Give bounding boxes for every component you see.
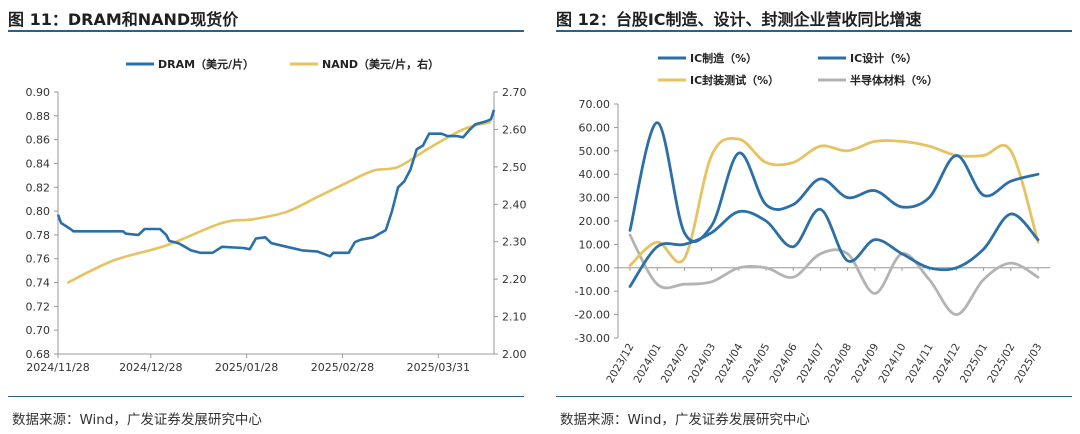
- legend-label-nand: NAND（美元/片，右）: [322, 57, 439, 71]
- x-tick-label: 2024/11/28: [26, 361, 89, 374]
- right-y-tick-label: 2.70: [502, 86, 527, 99]
- right-y-tick-label: 2.50: [502, 161, 527, 174]
- y-tick-label: 50.00: [579, 145, 611, 158]
- x-tick-label: 2025/03/31: [407, 361, 470, 374]
- y-tick-label: 60.00: [579, 121, 611, 134]
- legend-label-semiconductor-materials: 半导体材料（%）: [850, 73, 938, 87]
- left-y-tick-label: 0.90: [26, 86, 51, 99]
- ic-revenue-chart: -30.00 -20.00 -10.00 0.00 10.00 20.00 30.00 40.…: [575, 51, 1050, 386]
- x-tick-label: 2025/03: [1012, 342, 1044, 386]
- title-divider: [556, 30, 1072, 32]
- legend-label-dram: DRAM（美元/片）: [158, 57, 254, 71]
- footer-divider: [556, 396, 1072, 397]
- y-tick-label: -30.00: [575, 332, 610, 345]
- right-y-tick-label: 2.00: [502, 348, 527, 361]
- left-y-tick-label: 0.70: [26, 324, 51, 337]
- y-tick-label: 10.00: [579, 238, 611, 251]
- semiconductor-materials-series-line: [628, 233, 1040, 316]
- right-y-tick-label: 2.20: [502, 273, 527, 286]
- x-tick-label: 2025/02/28: [311, 361, 374, 374]
- y-tick-label: 0.00: [586, 262, 611, 275]
- dram-nand-chart: 0.68 0.70 0.72 0.74 0.76 0.78 0.80 0.82 0.84 0.86…: [26, 57, 527, 374]
- figure-title: 图 11：DRAM和NAND现货价: [8, 10, 239, 29]
- right-y-tick-label: 2.30: [502, 236, 527, 249]
- left-y-tick-label: 0.78: [26, 229, 51, 242]
- dram-series-line: [56, 109, 496, 258]
- left-y-tick-label: 0.68: [26, 348, 51, 361]
- y-tick-label: 30.00: [579, 192, 611, 205]
- right-y-tick-label: 2.10: [502, 311, 527, 324]
- right-y-tick-label: 2.40: [502, 198, 527, 211]
- footer-divider: [8, 396, 524, 397]
- legend-label-ic-design: IC设计（%）: [850, 51, 917, 65]
- y-tick-label: -10.00: [575, 285, 610, 298]
- left-y-tick-label: 0.82: [26, 181, 51, 194]
- y-tick-label: 70.00: [579, 98, 611, 111]
- legend-label-ic-manufacturing: IC制造（%）: [690, 51, 757, 65]
- ic-design-series-line: [628, 121, 1040, 243]
- x-tick-label: 2025/01/28: [215, 361, 278, 374]
- figure-title: 图 12：台股IC制造、设计、封测企业营收同比增速: [556, 10, 922, 29]
- source-note: 数据来源：Wind，广发证券发展研究中心: [560, 412, 810, 428]
- right-y-tick-label: 2.60: [502, 123, 527, 136]
- x-tick-label: 2024/12/28: [119, 361, 182, 374]
- chart-panel-ic-revenue: 图 12：台股IC制造、设计、封测企业营收同比增速 -30.00 -20.00 -1…: [556, 0, 1076, 434]
- left-y-tick-label: 0.72: [26, 300, 51, 313]
- y-tick-label: 20.00: [579, 215, 611, 228]
- left-y-tick-label: 0.74: [26, 277, 51, 290]
- left-y-tick-label: 0.88: [26, 110, 51, 123]
- chart-panel-dram-nand: 图 11：DRAM和NAND现货价 0.68 0.70 0.72 0.74 0.76 0.…: [8, 0, 528, 434]
- y-tick-label: -20.00: [575, 309, 610, 322]
- legend-label-ic-packaging-testing: IC封装测试（%）: [690, 73, 779, 87]
- title-divider: [8, 30, 524, 32]
- nand-series-line: [66, 120, 492, 285]
- left-y-tick-label: 0.80: [26, 205, 51, 218]
- left-y-tick-label: 0.86: [26, 134, 51, 147]
- source-note: 数据来源：Wind，广发证券发展研究中心: [12, 412, 262, 428]
- ic-packaging-testing-series-line: [628, 136, 1040, 267]
- left-y-tick-label: 0.84: [26, 157, 51, 170]
- y-tick-label: 40.00: [579, 168, 611, 181]
- left-y-tick-label: 0.76: [26, 253, 51, 266]
- ic-manufacturing-series-line: [628, 207, 1040, 288]
